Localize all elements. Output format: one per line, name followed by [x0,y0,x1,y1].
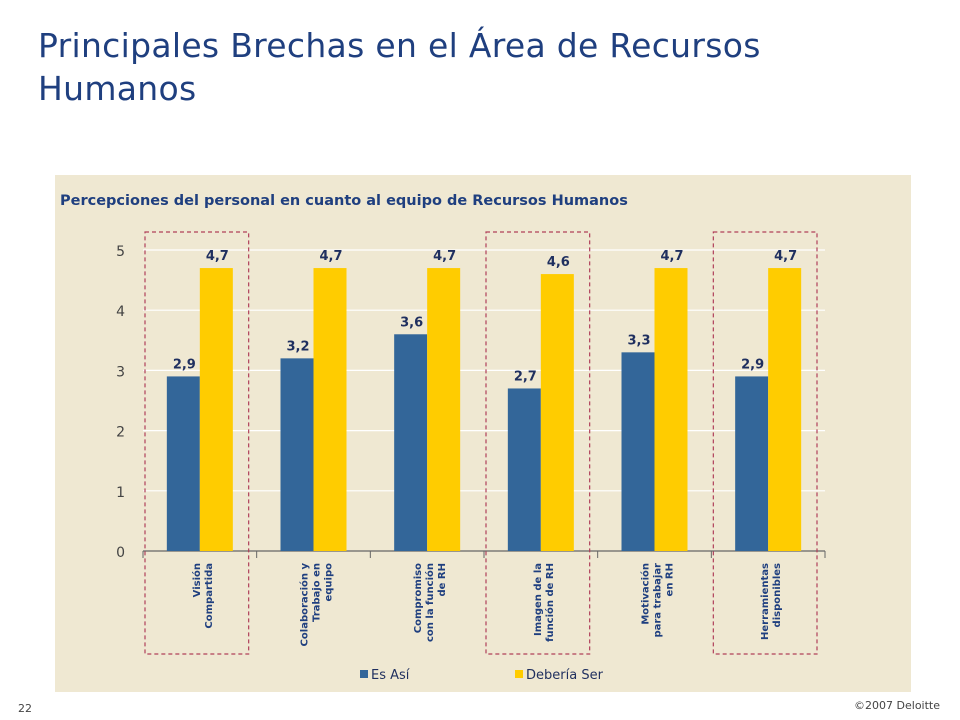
legend-swatch [360,670,368,678]
x-category-label-line: en RH [665,563,676,596]
x-category-label-line: disponibles [772,563,783,627]
x-category-label: Compromiso con la función de RH [413,563,448,642]
bars [166,268,802,551]
x-category-label: Herramientas disponibles [760,563,783,640]
y-tick-label: 4 [116,304,125,320]
data-label: 4,7 [319,249,342,264]
x-category-label-line: Visión [191,563,203,597]
y-tick-label: 5 [116,244,125,260]
data-labels: 2,9 4,7 3,2 4,7 3,6 4,7 2,7 4,6 3,3 4,7 2,9 4,7 [173,249,797,384]
x-category-label-line: Imagen de la [533,563,544,636]
x-category-label: Colaboración y Trabajo en equipo [299,563,335,647]
highlight-box [485,231,591,655]
legend-label: Es Así [371,668,410,683]
gridlines [142,249,826,558]
x-category-label-line: Colaboración y [299,563,311,647]
x-category-label-line: Motivación [640,563,652,625]
data-label: 2,9 [173,357,196,372]
bar-0-3 [507,388,541,551]
x-category-label-line: función de RH [544,563,556,642]
x-category-label-line: Herramientas [760,563,771,640]
bar-chart: Percepciones del personal en cuanto al e… [60,193,826,683]
x-category-label: Motivación para trabajar en RH [640,563,676,638]
x-category-label: Imagen de la función de RH [533,563,556,642]
data-label: 2,7 [514,369,537,384]
highlight-box [712,231,818,655]
legend-label: Debería Ser [526,668,604,683]
y-axis-ticks: 0 1 2 3 4 5 [116,244,125,561]
x-category-label-line: con la función [424,563,436,642]
x-category-label-line: de RH [437,563,448,597]
data-label: 3,6 [400,315,423,330]
bar-0-4 [621,352,655,551]
slide-title: Principales Brechas en el Área de Recurs… [38,26,761,108]
highlight-boxes [144,231,818,655]
x-category-label-line: equipo [324,563,335,602]
page-number: 22 [18,702,32,715]
data-label: 4,6 [547,255,570,270]
data-label: 4,7 [206,249,229,264]
data-label: 3,3 [627,333,650,348]
legend: Es Así Debería Ser [360,668,604,683]
data-label: 3,2 [286,339,309,354]
highlight-box [144,231,250,655]
bar-1-1 [313,268,347,551]
x-axis-labels: Visión Compartida Colaboración y Trabajo en… [191,563,783,647]
bar-0-5 [735,376,769,551]
data-label: 2,9 [741,357,764,372]
x-category-label-line: Compromiso [413,563,424,633]
bar-1-2 [427,268,461,551]
data-label: 4,7 [660,249,683,264]
y-tick-label: 3 [116,364,125,380]
data-label: 4,7 [433,249,456,264]
x-category-label: Visión Compartida [191,563,215,629]
bar-0-2 [394,334,428,551]
x-category-label-line: Compartida [204,563,215,629]
bar-1-4 [654,268,688,551]
chart-title: Percepciones del personal en cuanto al e… [60,193,628,209]
chart-panel: Percepciones del personal en cuanto al e… [55,175,911,692]
y-tick-label: 2 [116,425,125,441]
bar-0-0 [166,376,200,551]
y-tick-label: 1 [116,485,125,501]
legend-swatch [515,670,523,678]
data-label: 4,7 [774,249,797,264]
bar-1-5 [768,268,802,551]
y-tick-label: 0 [116,545,125,561]
copyright: ©2007 Deloitte [854,699,940,712]
x-category-label-line: Trabajo en [312,563,323,622]
bar-1-3 [540,274,574,551]
bar-0-1 [280,358,314,551]
x-category-label-line: para trabajar [653,563,664,638]
bar-1-0 [199,268,233,551]
